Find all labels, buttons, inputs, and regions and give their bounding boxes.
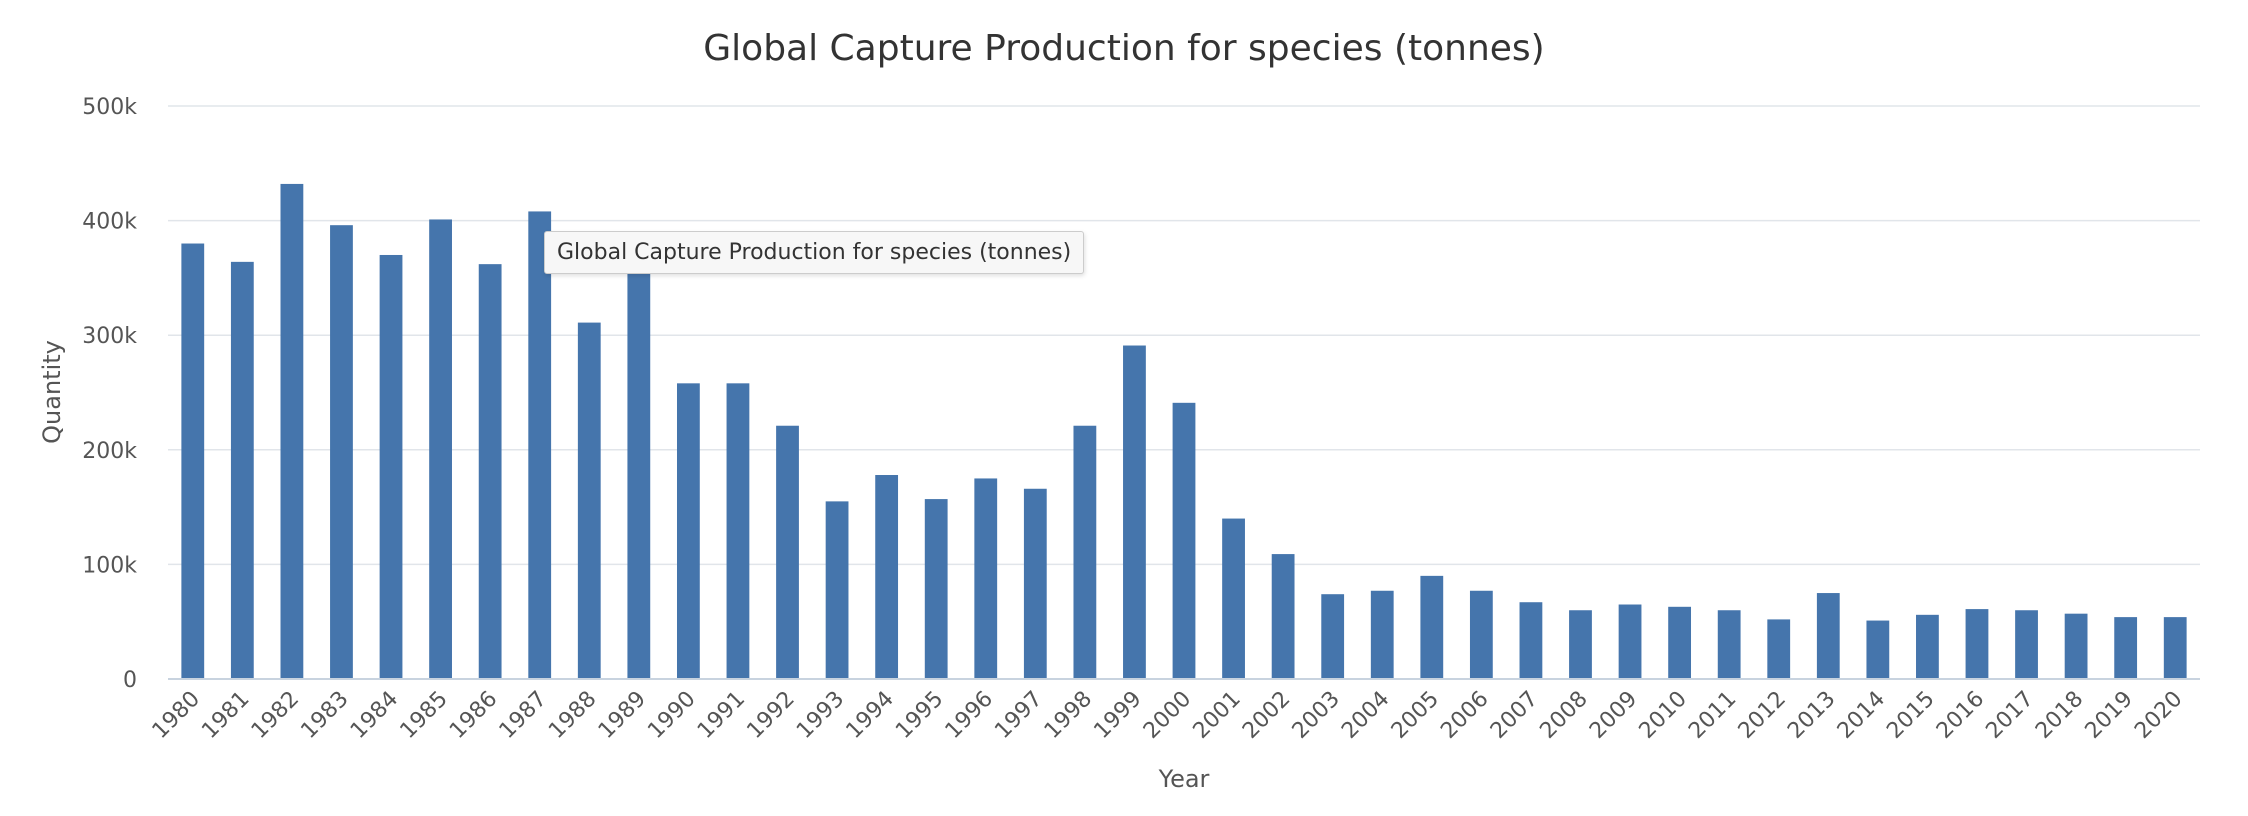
bar[interactable]	[1717, 610, 1741, 679]
x-tick-label: 2008	[1535, 687, 1592, 744]
x-tick-label: 1986	[445, 687, 502, 744]
y-axis-ticks: 0 100k 200k 300k 400k 500k	[82, 95, 137, 693]
chart-title: Global Capture Production for species (t…	[703, 28, 1544, 69]
bar[interactable]	[330, 225, 353, 679]
x-tick-label: 1985	[396, 687, 453, 744]
x-axis-title: Year	[1158, 765, 1210, 793]
x-tick-label: 2003	[1288, 687, 1345, 744]
bar[interactable]	[676, 383, 700, 679]
x-tick-label: 1993	[792, 687, 849, 744]
bar[interactable]	[1668, 606, 1692, 679]
x-tick-label: 2020	[2130, 687, 2187, 744]
bar[interactable]	[776, 425, 799, 679]
chart-tooltip: Global Capture Production for species (t…	[544, 231, 1085, 274]
x-tick-label: 1994	[842, 687, 899, 744]
bar[interactable]	[1271, 554, 1295, 679]
x-tick-label: 2000	[1139, 687, 1196, 744]
bar[interactable]	[2064, 613, 2088, 679]
bar[interactable]	[1321, 594, 1345, 679]
bar[interactable]	[1569, 610, 1592, 679]
bar[interactable]	[1023, 488, 1047, 679]
bar[interactable]	[1519, 602, 1543, 679]
bar[interactable]	[429, 219, 452, 680]
x-tick-label: 1982	[247, 687, 304, 744]
gridlines	[168, 105, 2200, 566]
x-axis-ticks: 1980198119821983198419851986198719881989…	[148, 687, 2188, 744]
x-tick-label: 1999	[1089, 687, 1146, 744]
bar[interactable]	[1222, 518, 1245, 679]
bar[interactable]	[577, 322, 601, 679]
x-tick-label: 1989	[594, 687, 651, 744]
bar[interactable]	[478, 264, 502, 679]
x-tick-label: 1997	[990, 687, 1047, 744]
bar[interactable]	[1816, 593, 1840, 679]
y-tick-label: 200k	[82, 439, 137, 464]
x-tick-label: 1995	[891, 687, 948, 744]
bar[interactable]	[974, 478, 998, 679]
y-axis-title: Quantity	[38, 340, 66, 444]
bar[interactable]	[1469, 590, 1493, 679]
x-tick-label: 1996	[941, 687, 998, 744]
x-tick-label: 2006	[1436, 687, 1493, 744]
x-tick-label: 1990	[643, 687, 700, 744]
bar[interactable]	[1767, 619, 1791, 679]
x-tick-label: 1988	[544, 687, 601, 744]
x-tick-label: 1980	[148, 687, 205, 744]
y-tick-label: 100k	[82, 553, 137, 578]
x-tick-label: 1991	[693, 687, 750, 744]
x-tick-label: 1981	[197, 687, 254, 744]
bar[interactable]	[825, 501, 849, 679]
bar[interactable]	[230, 261, 254, 679]
bar[interactable]	[1866, 620, 1890, 679]
bar[interactable]	[627, 267, 651, 679]
x-tick-label: 2011	[1684, 687, 1741, 744]
x-tick-label: 2013	[1783, 687, 1840, 744]
x-tick-label: 2010	[1635, 687, 1692, 744]
y-tick-label: 0	[123, 668, 137, 693]
x-tick-label: 2012	[1734, 687, 1791, 744]
x-tick-label: 2016	[1932, 687, 1989, 744]
x-tick-label: 2002	[1238, 687, 1295, 744]
bar[interactable]	[1370, 590, 1394, 679]
bars	[181, 183, 2187, 680]
bar[interactable]	[1965, 609, 1989, 679]
bar[interactable]	[924, 499, 948, 679]
x-tick-label: 2004	[1337, 687, 1394, 744]
bar[interactable]	[875, 475, 899, 679]
x-tick-label: 1984	[346, 687, 403, 744]
x-tick-label: 2014	[1833, 687, 1890, 744]
x-tick-label: 2015	[1882, 687, 1939, 744]
x-tick-label: 2019	[2081, 687, 2138, 744]
bar[interactable]	[1420, 575, 1444, 679]
x-tick-label: 1998	[1040, 687, 1097, 744]
bar[interactable]	[2015, 610, 2038, 679]
bar[interactable]	[280, 183, 304, 680]
x-tick-label: 2007	[1486, 687, 1543, 744]
bar[interactable]	[726, 383, 750, 679]
bar[interactable]	[379, 254, 403, 680]
bar[interactable]	[528, 211, 552, 679]
y-tick-label: 400k	[82, 210, 137, 235]
x-tick-label: 2017	[1982, 687, 2039, 744]
bar[interactable]	[2114, 617, 2138, 679]
y-tick-label: 500k	[82, 95, 137, 120]
bar[interactable]	[1916, 614, 1939, 679]
bar[interactable]	[2163, 617, 2187, 679]
x-tick-label: 1992	[742, 687, 799, 744]
bar[interactable]	[1123, 345, 1146, 679]
bar[interactable]	[1073, 425, 1097, 679]
x-tick-label: 2005	[1387, 687, 1444, 744]
bar[interactable]	[1172, 402, 1196, 679]
x-tick-label: 1983	[296, 687, 353, 744]
bar[interactable]	[1618, 604, 1642, 679]
x-tick-label: 2018	[2031, 687, 2088, 744]
x-tick-label: 2001	[1189, 687, 1246, 744]
bar[interactable]	[181, 243, 205, 679]
x-tick-label: 1987	[495, 687, 552, 744]
y-tick-label: 300k	[82, 324, 137, 349]
x-tick-label: 2009	[1585, 687, 1642, 744]
